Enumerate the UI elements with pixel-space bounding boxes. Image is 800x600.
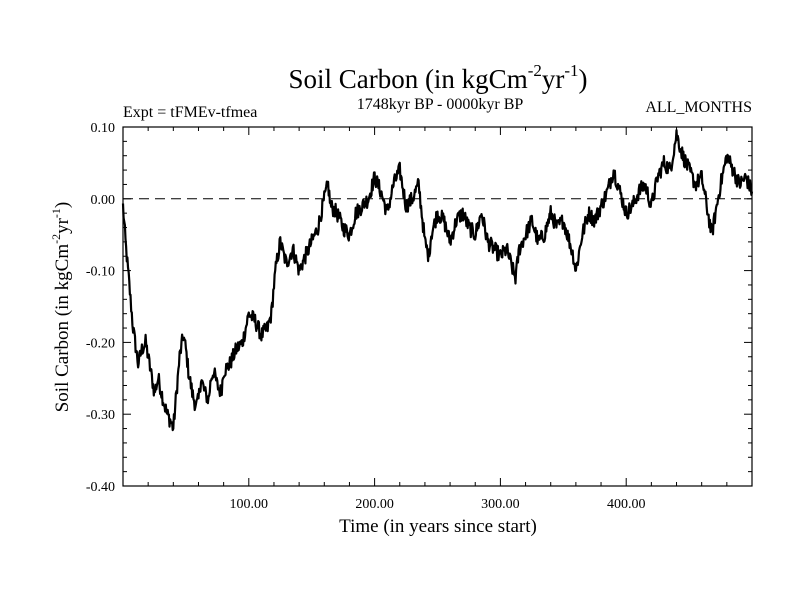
x-tick-label: 400.00 — [607, 497, 646, 512]
x-axis-ticks: 100.00 200.00 300.00 400.00 — [147, 127, 728, 512]
y-tick-label: -0.10 — [86, 265, 115, 280]
x-tick-label: 300.00 — [481, 497, 520, 512]
y-tick-label: 0.00 — [91, 193, 116, 208]
y-axis-ticks: 0.10 0.00 -0.10 -0.20 -0.30 -0.40 — [86, 121, 752, 495]
y-tick-label: -0.20 — [86, 336, 115, 351]
x-axis-label: Time (in years since start) — [339, 516, 537, 537]
experiment-label: Expt = tFMEv-tfmea — [123, 104, 257, 121]
y-axis-label: Soil Carbon (in kgCm-2yr-1) — [49, 202, 73, 413]
time-range-label: 1748kyr BP - 0000kyr BP — [357, 96, 524, 113]
series-line-soil-carbon — [121, 129, 754, 432]
y-tick-label: -0.40 — [86, 480, 115, 495]
chart-title: Soil Carbon (in kgCm-2yr-1) — [288, 61, 587, 94]
y-tick-label: 0.10 — [91, 121, 116, 136]
plot-frame — [122, 126, 753, 487]
months-label: ALL_MONTHS — [645, 99, 752, 116]
x-tick-label: 100.00 — [230, 497, 269, 512]
y-tick-label: -0.30 — [86, 408, 115, 423]
x-tick-label: 200.00 — [355, 497, 394, 512]
